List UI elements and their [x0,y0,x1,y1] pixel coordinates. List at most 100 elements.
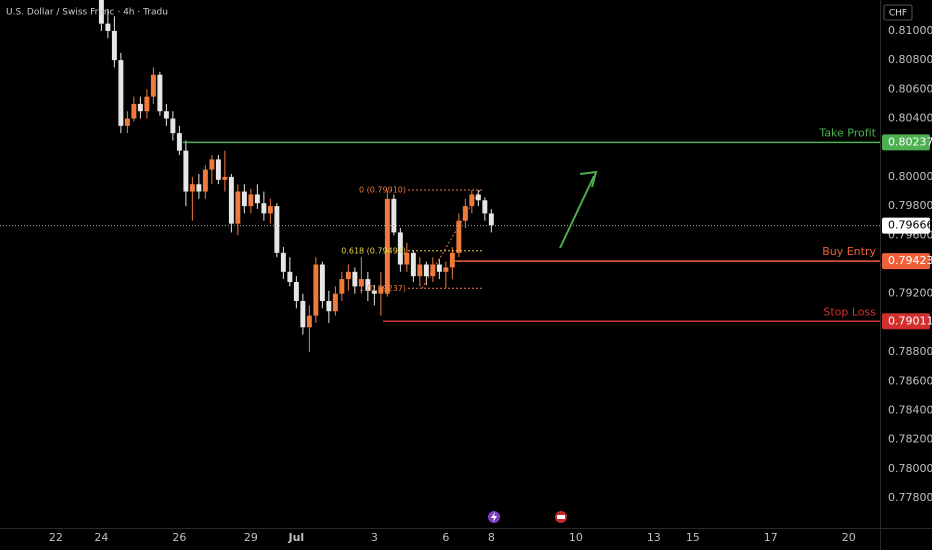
candle-body [150,74,156,97]
level-price-label: 0.79423 [888,254,932,267]
candle-body [417,264,423,277]
candle-body [228,176,234,224]
candle-body [196,184,202,192]
candle-body [404,252,410,265]
fib-trend [421,189,481,289]
candle-body [157,74,163,112]
candle-body [397,232,403,265]
candle-body [384,198,390,294]
candle-body [163,111,169,119]
event-icon-glyph [557,515,565,519]
candle-body [410,252,416,277]
y-tick-label: 0.81000 [888,24,932,37]
y-tick-label: 0.80800 [888,53,932,66]
candle-body [124,118,130,126]
candle-body [98,0,104,24]
level-price-box [882,313,930,330]
candle-body [300,301,306,328]
candle-body [319,264,325,302]
candle-body [345,271,351,280]
currency: CHF [889,9,907,19]
y-tick-label: 0.80600 [888,82,932,95]
candle-body [280,252,286,272]
candle-body [443,267,449,272]
candle-body [222,176,228,180]
candle-body [137,103,143,112]
x-tick-label: 24 [94,531,108,544]
candle-body [306,315,312,328]
candle-body [456,220,462,253]
candle-body [131,103,137,119]
candle-body [378,286,384,294]
candle-body [423,264,429,277]
event-icon-glyph [491,512,497,522]
x-tick-label: 6 [442,531,449,544]
y-tick-label: 0.79200 [888,287,932,300]
projection-arrow [559,175,595,249]
x-tick-label: 13 [647,531,661,544]
candle-body [235,191,241,224]
candle-body [209,159,215,170]
x-tick-label: 8 [488,531,495,544]
candle-body [332,293,338,312]
candle-body [144,96,150,112]
y-tick-label: 0.80000 [888,170,932,183]
candle-body [202,169,208,192]
level-price-box [882,134,930,151]
candle-body [118,60,124,126]
candle-body [482,200,488,214]
x-tick-label: Jul [288,531,305,544]
chart-title: U.S. Dollar / Swiss Franc · 4h · Tradu [6,8,168,18]
y-tick-label: 0.78000 [888,462,932,475]
x-tick-label: 20 [842,531,856,544]
level-price-box [882,253,930,270]
candle-body [358,279,364,287]
fib-label: 0 (0.79910) [359,186,406,195]
candle-body [449,252,455,268]
candle-body [170,118,176,134]
candle-body [365,279,371,291]
current-price-box [882,217,930,234]
fib-label: 1 (0.79237) [359,284,406,293]
fib-label: 0.618 (0.79494) [341,246,406,255]
candle-body [215,159,221,180]
y-tick-label: 0.78800 [888,345,932,358]
candle-body [488,213,494,226]
level-name: Take Profit [818,126,876,139]
candle-body [287,271,293,283]
y-tick-label: 0.80400 [888,112,932,125]
arrow-head [579,170,598,188]
candle-body [183,150,189,192]
candle-body [339,279,345,294]
candle-body [475,194,481,201]
y-tick-label: 0.77800 [888,491,932,504]
y-tick-label: 0.78600 [888,374,932,387]
candle-body [111,30,117,61]
candle-body [105,23,111,31]
candle-body [391,198,397,233]
candle-body [313,264,319,316]
candle-body [176,133,182,151]
x-tick-label: 26 [172,531,186,544]
axes: 0.81000 0.80800 0.80600 0.80400 0.80000 0.798… [49,24,932,544]
currency-box [883,4,913,21]
x-tick-label: 22 [49,531,63,544]
candle-body [293,282,299,302]
y-tick-label: 0.79800 [888,199,932,212]
level-price-label: 0.80237 [888,135,932,148]
candle-body [462,206,468,221]
y-tick-label: 0.78400 [888,403,932,416]
x-tick-label: 3 [371,531,378,544]
event-icons [488,511,567,523]
candle-body [352,271,358,287]
level-name: Buy Entry [822,245,876,258]
candle-body [189,184,195,192]
candle-body [254,194,260,204]
plot-area: Take Profit Buy Entry Stop Loss 0 (0.79910)… [0,0,880,353]
y-tick-label: 0.78200 [888,433,932,446]
x-tick-label: 10 [569,531,583,544]
candle-body [261,203,267,214]
candle-body [267,206,273,214]
